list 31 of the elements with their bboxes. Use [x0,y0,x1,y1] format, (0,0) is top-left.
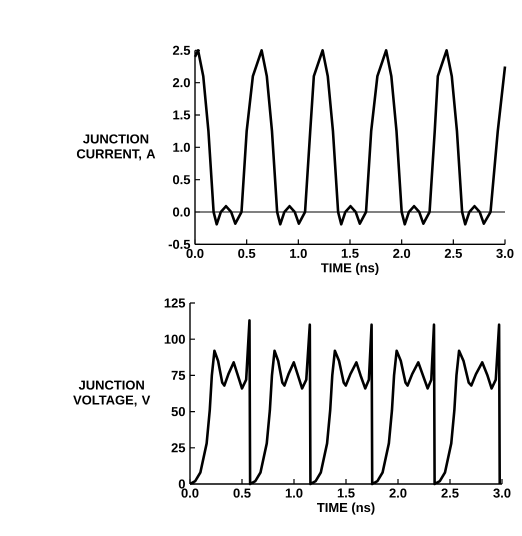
y-tick-label: 2.5 [172,46,190,55]
y-tick-label: 1.5 [173,110,190,120]
x-tick-label: 0.5 [238,248,256,258]
x-tick-label: 1.5 [338,488,355,498]
x-tick-label: 1.0 [290,248,307,258]
x-tick-label: 2.5 [444,248,462,258]
x-tick-label: 1.0 [286,488,302,498]
x-tick-label: 1.5 [342,248,359,258]
y-tick-label: 75 [172,370,186,380]
y-tick-label: 1.0 [173,142,190,152]
y-tick-label: 125 [164,298,186,308]
x-tick-label: 0.0 [186,248,204,258]
x-tick-label: 0.5 [234,488,251,498]
x-tick-label: 3.0 [496,248,514,258]
y-tick-label: 0.0 [172,207,190,217]
y-tick-label: 0 [178,479,185,489]
x-tick-label: 0.0 [182,488,198,498]
x-tick-label: 2.0 [393,248,410,258]
x-axis-title: TIME (ns) [317,502,374,515]
y-tick-label: 100 [164,334,185,344]
x-tick-label: 3.0 [493,488,510,498]
x-tick-label: 2.0 [389,488,406,498]
y-tick-label: -0.5 [168,240,190,249]
y-tick-label: 50 [171,407,185,416]
y-axis-title: JUNCTION CURRENT, A [76,134,156,160]
y-tick-label: 2.0 [172,78,190,88]
y-tick-label: 0.5 [172,175,190,184]
y-tick-label: 25 [172,443,186,452]
y-axis-title: JUNCTION VOLTAGE, V [73,380,150,406]
x-tick-label: 2.5 [441,488,459,498]
x-axis-title: TIME (ns) [321,262,378,275]
